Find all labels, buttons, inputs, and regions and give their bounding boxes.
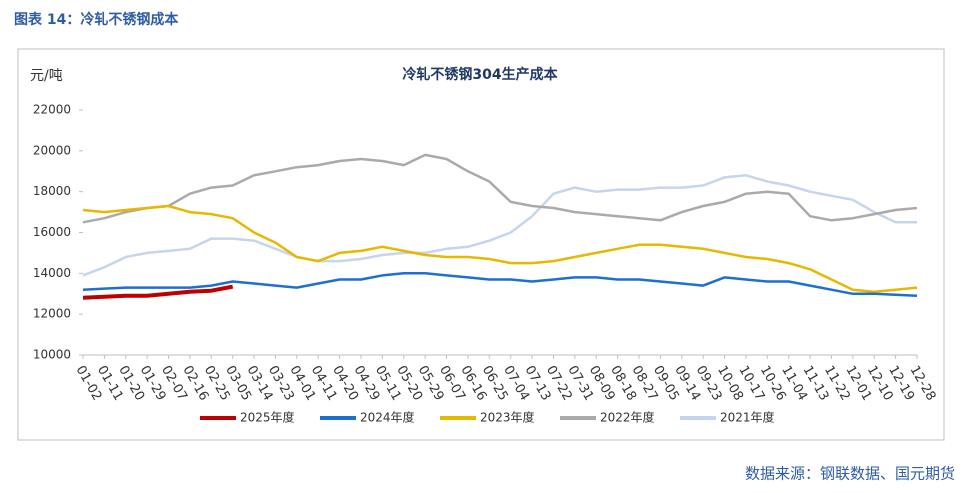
series-line (82, 153, 918, 224)
series-line (82, 284, 234, 300)
y-tick-label: 16000 (33, 225, 71, 239)
series-line (82, 272, 918, 298)
y-tick-label: 20000 (33, 143, 71, 157)
y-tick-label: 14000 (33, 266, 71, 280)
y-tick-label: 22000 (33, 103, 71, 117)
series-line (82, 204, 918, 293)
y-tick-label: 18000 (33, 184, 71, 198)
chart-frame (17, 48, 945, 441)
legend-label: 2023年度 (480, 410, 535, 425)
y-tick-label: 12000 (33, 307, 71, 321)
legend-label: 2024年度 (360, 410, 415, 425)
y-tick-label: 10000 (33, 348, 71, 362)
source: 数据来源：钢联数据、国元期货 (745, 465, 955, 483)
legend-label: 2025年度 (240, 410, 295, 425)
y-axis-label: 元/吨 (30, 68, 63, 84)
chart-title: 冷轧不锈钢304生产成本 (402, 66, 558, 83)
series-line (82, 174, 917, 277)
legend-label: 2021年度 (720, 410, 775, 425)
legend-label: 2022年度 (600, 410, 655, 425)
caption: 图表 14：冷轧不锈钢成本 (14, 11, 179, 28)
